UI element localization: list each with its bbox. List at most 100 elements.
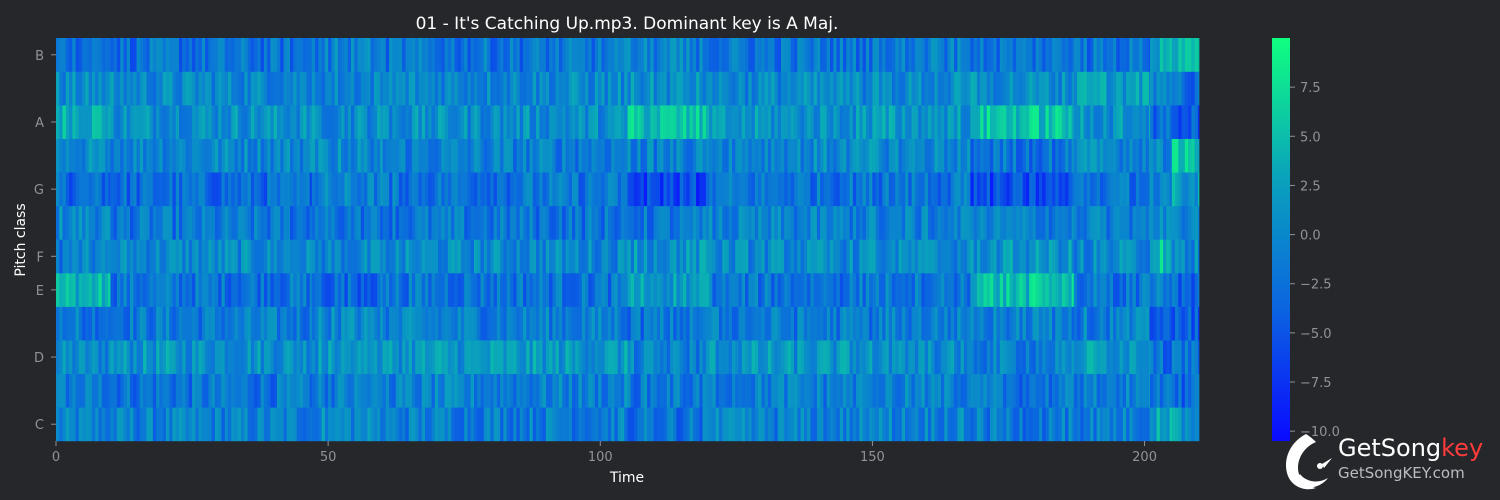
heatmap-cell <box>214 71 219 106</box>
heatmap-cell <box>351 205 355 240</box>
heatmap-cell <box>686 38 690 72</box>
heatmap-cell <box>441 407 446 442</box>
heatmap-cell <box>290 172 294 207</box>
heatmap-cell <box>1175 273 1179 307</box>
heatmap-cell <box>1025 340 1030 375</box>
heatmap-cell <box>59 373 63 408</box>
heatmap-cell <box>575 407 579 442</box>
heatmap-cell <box>227 373 232 408</box>
heatmap-row-C <box>627 407 710 442</box>
getsongkey-logo[interactable]: GetSongkey GetSongKEY.com <box>1276 430 1486 494</box>
heatmap-cell <box>970 373 975 408</box>
heatmap-cell <box>1153 373 1157 408</box>
heatmap-cell <box>565 407 570 442</box>
heatmap-cell <box>293 306 297 341</box>
heatmap-cell <box>578 205 583 240</box>
heatmap-cell <box>227 273 232 307</box>
heatmap-cell <box>1178 71 1182 106</box>
heatmap-cell <box>116 407 121 442</box>
heatmap-cell <box>162 306 167 341</box>
heatmap-cell <box>578 407 583 442</box>
heatmap-cell <box>380 273 383 307</box>
heatmap-cell <box>1065 205 1069 240</box>
heatmap-cell <box>810 239 815 274</box>
heatmap-cell <box>823 71 828 106</box>
heatmap-cell <box>1135 407 1140 442</box>
heatmap-row-C <box>382 407 628 442</box>
heatmap-cell <box>598 273 602 307</box>
heatmap-cell <box>722 340 726 375</box>
heatmap-row-A# <box>970 71 1075 106</box>
heatmap-cell <box>296 407 301 442</box>
heatmap-cell <box>91 373 96 408</box>
heatmap-cell <box>1181 340 1186 375</box>
heatmap-cell <box>562 239 566 274</box>
heatmap-cell <box>303 373 307 408</box>
heatmap-cell <box>169 306 173 341</box>
heatmap-cell <box>718 71 723 106</box>
heatmap-cell <box>598 340 602 375</box>
heatmap-cell <box>82 407 86 442</box>
heatmap-cell <box>1139 172 1143 207</box>
heatmap-cell <box>980 172 984 207</box>
heatmap-cell <box>1099 273 1104 307</box>
heatmap-cell <box>493 373 498 408</box>
heatmap-cell <box>395 239 400 274</box>
heatmap-cell <box>895 71 899 106</box>
heatmap-cell <box>411 38 416 72</box>
heatmap-cell <box>1068 138 1073 173</box>
heatmap-cell <box>777 38 782 72</box>
heatmap-cell <box>634 172 638 207</box>
heatmap-cell <box>360 407 365 442</box>
heatmap-cell <box>869 138 873 173</box>
heatmap-cell <box>555 239 560 274</box>
heatmap-cell <box>712 306 717 341</box>
heatmap-cell <box>509 340 514 375</box>
heatmap-cell <box>656 71 661 106</box>
heatmap-cell <box>156 138 160 173</box>
heatmap-cell <box>839 306 844 341</box>
heatmap-cell <box>780 105 785 139</box>
heatmap-cell <box>299 172 304 207</box>
heatmap-cell <box>447 407 452 442</box>
heatmap-cell <box>598 239 602 274</box>
heatmap-cell <box>201 205 206 240</box>
heatmap-cell <box>767 71 772 106</box>
heatmap-row-G# <box>1073 138 1151 173</box>
heatmap-cell <box>702 205 707 240</box>
heatmap-cell <box>179 239 183 274</box>
heatmap-cell <box>640 38 645 72</box>
heatmap-cell <box>601 239 606 274</box>
heatmap-cell <box>656 205 661 240</box>
heatmap-cell <box>598 407 602 442</box>
heatmap-cell <box>1038 340 1043 375</box>
heatmap-cell <box>539 138 543 173</box>
heatmap-cell <box>673 407 677 442</box>
heatmap-cell <box>318 407 323 442</box>
heatmap-cell <box>643 373 648 408</box>
heatmap-row-D# <box>382 306 628 341</box>
heatmap-cell <box>1061 71 1066 106</box>
heatmap-cell <box>454 239 459 274</box>
heatmap-cell <box>735 407 739 442</box>
heatmap-cell <box>545 38 550 72</box>
heatmap-cell <box>78 105 83 139</box>
heatmap-cell <box>741 373 746 408</box>
heatmap-cell <box>787 205 792 240</box>
heatmap-cell <box>963 105 968 139</box>
heatmap-cell <box>367 71 371 106</box>
heatmap-cell <box>571 71 576 106</box>
heatmap-cell <box>604 340 609 375</box>
heatmap-cell <box>591 71 596 106</box>
heatmap-cell <box>911 340 916 375</box>
heatmap-cell <box>836 71 841 106</box>
heatmap-cell <box>666 239 671 274</box>
heatmap-cell <box>843 38 847 72</box>
heatmap-cell <box>754 71 759 106</box>
heatmap-cell <box>931 306 935 341</box>
heatmap-cell <box>683 105 687 139</box>
heatmap-cell <box>392 273 397 307</box>
heatmap-cell <box>764 340 769 375</box>
heatmap-cell <box>1077 239 1081 274</box>
heatmap-cell <box>581 306 586 341</box>
